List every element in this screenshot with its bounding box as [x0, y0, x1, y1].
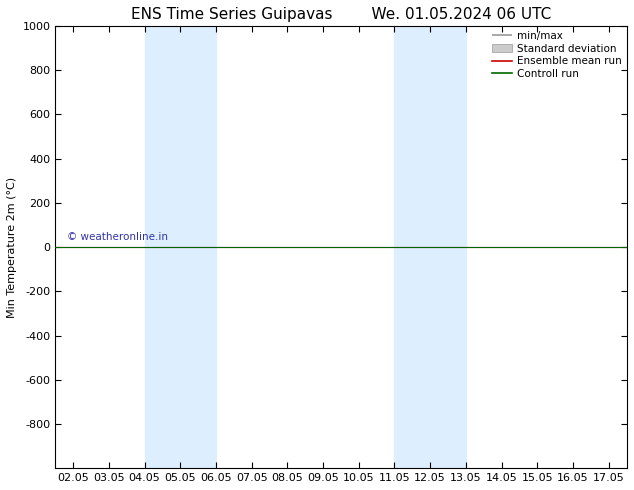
- Legend: min/max, Standard deviation, Ensemble mean run, Controll run: min/max, Standard deviation, Ensemble me…: [489, 29, 623, 81]
- Text: © weatheronline.in: © weatheronline.in: [67, 232, 168, 243]
- Y-axis label: Min Temperature 2m (°C): Min Temperature 2m (°C): [7, 176, 17, 318]
- Bar: [145, 26, 216, 468]
- Title: ENS Time Series Guipavas        We. 01.05.2024 06 UTC: ENS Time Series Guipavas We. 01.05.2024 …: [131, 7, 551, 22]
- Bar: [394, 26, 466, 468]
